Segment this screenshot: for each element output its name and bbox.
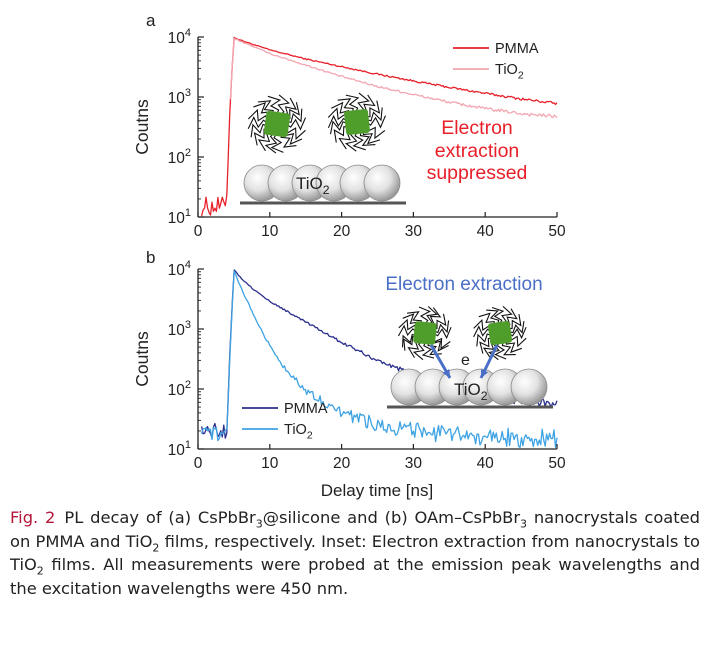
ligand-chain bbox=[359, 130, 376, 147]
ligand-chain bbox=[491, 306, 505, 326]
caption-fragment: nano­crystals coated on PMMA and TiO bbox=[10, 508, 701, 551]
caption-fragment: @silicone and (b) OAm–CsPbBr bbox=[262, 508, 521, 527]
inset-label: TiO2 bbox=[454, 380, 488, 403]
ligand-chain bbox=[267, 95, 282, 116]
ligand-chain bbox=[345, 94, 360, 114]
y-tick-label: 101 bbox=[168, 439, 191, 459]
x-tick-label: 0 bbox=[194, 455, 203, 472]
ligand-chain bbox=[329, 120, 349, 135]
x-tick-label: 30 bbox=[405, 223, 423, 240]
ligand-chain bbox=[247, 116, 269, 130]
series-line-tio2 bbox=[200, 270, 558, 449]
ligand-chain bbox=[476, 333, 493, 347]
x-tick-label: 30 bbox=[405, 455, 423, 472]
inset-label: TiO2 bbox=[296, 174, 330, 197]
ligand-chain bbox=[421, 340, 435, 359]
panel-b: 0 10 20 30 40 50101102103104CoutnsbPMMATiO2El… bbox=[132, 248, 566, 472]
legend: PMMA TiO2 bbox=[242, 401, 328, 441]
panel-label: a bbox=[146, 11, 156, 30]
nanocrystal-icon bbox=[473, 305, 527, 361]
ligand-chain bbox=[501, 340, 516, 356]
x-tick-label: 40 bbox=[477, 223, 495, 240]
nanocrystal-core bbox=[487, 320, 513, 346]
nanocrystal-icon bbox=[327, 92, 387, 152]
nanocrystal-core bbox=[413, 321, 437, 345]
annotation-text: extraction bbox=[435, 140, 520, 162]
panel-label: b bbox=[146, 248, 155, 267]
ligand-chain bbox=[486, 309, 500, 326]
caption-fragment: films. All measurements were probed at t… bbox=[10, 555, 700, 598]
electron-arrow-head bbox=[481, 369, 489, 378]
y-tick-label: 103 bbox=[168, 319, 191, 339]
nanocrystal-icon bbox=[397, 306, 452, 361]
panel-a: 0 10 20 30 40 50101102103104CoutnsaPMMATiO2Ti… bbox=[132, 11, 566, 240]
caption-fragment: films, respectively. Inset: Electron ext… bbox=[10, 531, 700, 575]
y-tick-label: 102 bbox=[168, 379, 191, 399]
tio2-sphere bbox=[510, 368, 548, 406]
y-tick-label: 102 bbox=[168, 147, 191, 167]
caption-subscript: 2 bbox=[152, 540, 160, 554]
y-tick-label: 104 bbox=[168, 27, 191, 47]
ligand-chain bbox=[418, 306, 431, 326]
shared-xlabel: Delay time [ns] bbox=[321, 481, 433, 500]
y-tick-label: 104 bbox=[168, 259, 191, 279]
annotation-text: e bbox=[461, 352, 470, 369]
caption-subscript: 2 bbox=[36, 564, 44, 578]
ligand-chain bbox=[352, 130, 366, 151]
caption-label: Fig. 2 bbox=[10, 508, 56, 527]
x-tick-label: 0 bbox=[194, 223, 203, 240]
x-tick-label: 10 bbox=[261, 223, 279, 240]
tio2-particles bbox=[387, 368, 553, 409]
x-tick-label: 20 bbox=[333, 455, 351, 472]
series-line-pmma bbox=[200, 269, 558, 439]
caption-text: PL decay of (a) CsPbBr3@silicone and (b)… bbox=[10, 508, 700, 598]
electron-arrow-head bbox=[442, 369, 450, 378]
nanocrystal-icon bbox=[247, 94, 307, 154]
tio2-particles bbox=[240, 164, 406, 205]
y-axis-label: Coutns bbox=[132, 99, 152, 155]
ligand-chain bbox=[285, 117, 307, 131]
series-line-pmma bbox=[200, 36, 558, 217]
x-tick-label: 10 bbox=[261, 455, 279, 472]
ligand-chain bbox=[270, 132, 284, 153]
ligand-chain bbox=[432, 326, 452, 340]
x-tick-label: 50 bbox=[548, 455, 566, 472]
ligand-chain bbox=[507, 321, 525, 334]
annotation-text: Electron bbox=[441, 117, 513, 139]
ligand-chain bbox=[365, 107, 383, 122]
legend-label: TiO2 bbox=[284, 422, 313, 441]
tio2-sphere bbox=[363, 164, 401, 202]
series-line-tio2 bbox=[229, 37, 558, 119]
x-tick-label: 20 bbox=[333, 223, 351, 240]
y-tick-label: 101 bbox=[168, 207, 191, 227]
nanocrystal-core bbox=[344, 109, 370, 135]
ligand-chain bbox=[397, 324, 418, 337]
x-tick-label: 40 bbox=[477, 455, 495, 472]
annotation-text: suppressed bbox=[427, 162, 528, 184]
nanocrystal-core bbox=[263, 110, 291, 138]
caption-fragment: PL decay of (a) CsPbBr bbox=[64, 508, 256, 527]
ligand-chain bbox=[432, 320, 450, 334]
legend-label: PMMA bbox=[284, 401, 328, 417]
annotation-text: Electron extraction bbox=[385, 274, 542, 295]
legend: PMMA TiO2 bbox=[453, 41, 539, 81]
caption-subscript: 3 bbox=[520, 517, 528, 531]
inset-b: Electron extraction TiO2 e bbox=[385, 274, 553, 409]
legend-label: TiO2 bbox=[495, 62, 524, 81]
figure: 0 10 20 30 40 50101102103104CoutnsaPMMATiO2Ti… bbox=[132, 11, 566, 500]
legend-label: PMMA bbox=[495, 41, 539, 57]
caption-subscript: 3 bbox=[255, 517, 263, 531]
figure-caption: Fig. 2 PL decay of (a) CsPbBr3@silicone a… bbox=[10, 506, 700, 600]
y-tick-label: 103 bbox=[168, 87, 191, 107]
x-tick-label: 50 bbox=[548, 223, 566, 240]
y-axis-label: Coutns bbox=[132, 331, 152, 387]
